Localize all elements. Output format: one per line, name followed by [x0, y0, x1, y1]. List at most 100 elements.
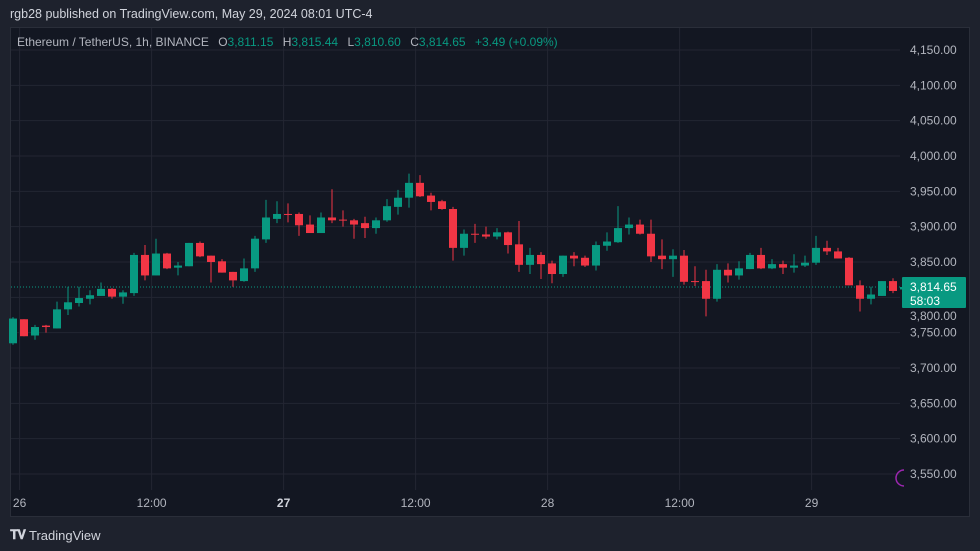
candle-down — [218, 261, 226, 273]
y-tick-label: 3,800.00 — [910, 309, 957, 323]
y-tick-label: 3,650.00 — [910, 396, 957, 410]
candle-up — [130, 254, 138, 294]
candle-down — [504, 232, 512, 246]
candle-down — [658, 255, 666, 260]
candle-down — [427, 195, 435, 202]
candle-down — [856, 285, 864, 299]
candle-down — [163, 253, 171, 269]
candle-up — [97, 288, 105, 296]
candle-up — [746, 254, 754, 270]
candle-down — [196, 242, 204, 257]
candle-up — [75, 298, 83, 303]
candle-down — [438, 201, 446, 210]
candle-down — [680, 255, 688, 282]
candle-down — [350, 220, 358, 225]
candle-up — [867, 294, 875, 299]
candle-down — [229, 271, 237, 281]
candle-down — [779, 264, 787, 268]
candle-down — [141, 254, 149, 276]
candle-down — [207, 255, 215, 263]
candle-up — [878, 281, 886, 296]
candle-up — [31, 327, 39, 336]
open-value: 3,811.15 — [227, 35, 274, 49]
candle-down — [306, 224, 314, 234]
candle-up — [559, 255, 567, 275]
candle-up — [614, 228, 622, 243]
candle-up — [152, 253, 160, 276]
x-tick-label: 12:00 — [137, 496, 167, 510]
tradingview-logo-icon: 𝐓𝐕 — [10, 527, 26, 542]
candle-down — [108, 288, 116, 297]
x-tick-label: 26 — [13, 496, 27, 510]
candle-down — [757, 254, 765, 269]
y-tick-label: 4,050.00 — [910, 114, 957, 128]
y-tick-label: 3,900.00 — [910, 220, 957, 234]
candle-down — [636, 224, 644, 234]
candle-down — [449, 209, 457, 248]
candle-up — [735, 268, 743, 276]
candle-down — [339, 219, 347, 221]
candle-up — [240, 268, 248, 282]
candle-down — [361, 223, 369, 229]
candle-down — [482, 234, 490, 237]
candle-up — [526, 254, 534, 265]
candle-up — [405, 182, 413, 198]
brand-name: TradingView — [29, 527, 101, 543]
candle-up — [669, 255, 677, 260]
y-tick-label: 3,850.00 — [910, 255, 957, 269]
symbol-title: Ethereum / TetherUS, 1h, BINANCE — [17, 35, 209, 49]
published-caption: rgb28 published on TradingView.com, May … — [10, 7, 373, 21]
candle-up — [790, 265, 798, 268]
candle-up — [713, 269, 721, 299]
candle-down — [328, 217, 336, 221]
bar-countdown: 58:03 — [910, 294, 940, 308]
candle-down — [284, 213, 292, 215]
x-tick-label: 12:00 — [401, 496, 431, 510]
y-tick-label: 3,950.00 — [910, 184, 957, 198]
y-tick-label: 4,000.00 — [910, 149, 957, 163]
symbol-legend: Ethereum / TetherUS, 1h, BINANCE O3,811.… — [17, 35, 558, 49]
chart-pane[interactable] — [10, 27, 970, 517]
y-tick-label: 4,100.00 — [910, 78, 957, 92]
x-tick-label: 27 — [277, 496, 291, 510]
y-tick-label: 3,700.00 — [910, 361, 957, 375]
open-label: O — [218, 35, 228, 49]
candle-down — [471, 233, 479, 235]
x-tick-label: 28 — [541, 496, 555, 510]
high-value: 3,815.44 — [291, 35, 339, 49]
candle-up — [86, 295, 94, 299]
candle-up — [493, 232, 501, 237]
candle-down — [647, 233, 655, 257]
candle-down — [515, 244, 523, 265]
candle-up — [383, 206, 391, 221]
candle-down — [20, 319, 28, 337]
low-value: 3,810.60 — [354, 35, 401, 49]
high-label: H — [282, 35, 292, 49]
candle-down — [823, 247, 831, 252]
candle-down — [416, 182, 424, 197]
y-tick-label: 3,550.00 — [910, 467, 957, 481]
candle-up — [372, 220, 380, 229]
candle-down — [570, 255, 578, 259]
candle-up — [9, 318, 17, 344]
change-value: +3.49 (+0.09%) — [474, 35, 558, 49]
candle-up — [812, 247, 820, 263]
candle-up — [119, 292, 127, 297]
candle-up — [53, 309, 61, 329]
candle-down — [691, 281, 699, 283]
candle-down — [295, 213, 303, 226]
candle-up — [801, 262, 809, 266]
candle-up — [625, 224, 633, 229]
candle-down — [581, 257, 589, 266]
candle-up — [592, 245, 600, 266]
loading-arc-icon — [895, 469, 905, 487]
candle-up — [394, 197, 402, 207]
last-price-label: 3,814.65 — [910, 280, 957, 294]
close-label: C — [410, 35, 419, 49]
candle-up — [174, 265, 182, 268]
y-tick-label: 4,150.00 — [910, 43, 957, 57]
candle-down — [724, 269, 732, 276]
candle-up — [460, 233, 468, 248]
y-tick-label: 3,600.00 — [910, 432, 957, 446]
